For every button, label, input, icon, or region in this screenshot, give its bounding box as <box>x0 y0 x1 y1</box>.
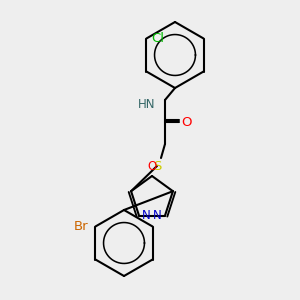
Text: Cl: Cl <box>152 32 164 45</box>
Text: HN: HN <box>137 98 155 110</box>
Text: O: O <box>181 116 191 128</box>
Text: N: N <box>153 209 162 222</box>
Text: S: S <box>153 160 161 172</box>
Text: O: O <box>147 160 157 173</box>
Text: Br: Br <box>74 220 88 233</box>
Text: N: N <box>142 209 151 222</box>
